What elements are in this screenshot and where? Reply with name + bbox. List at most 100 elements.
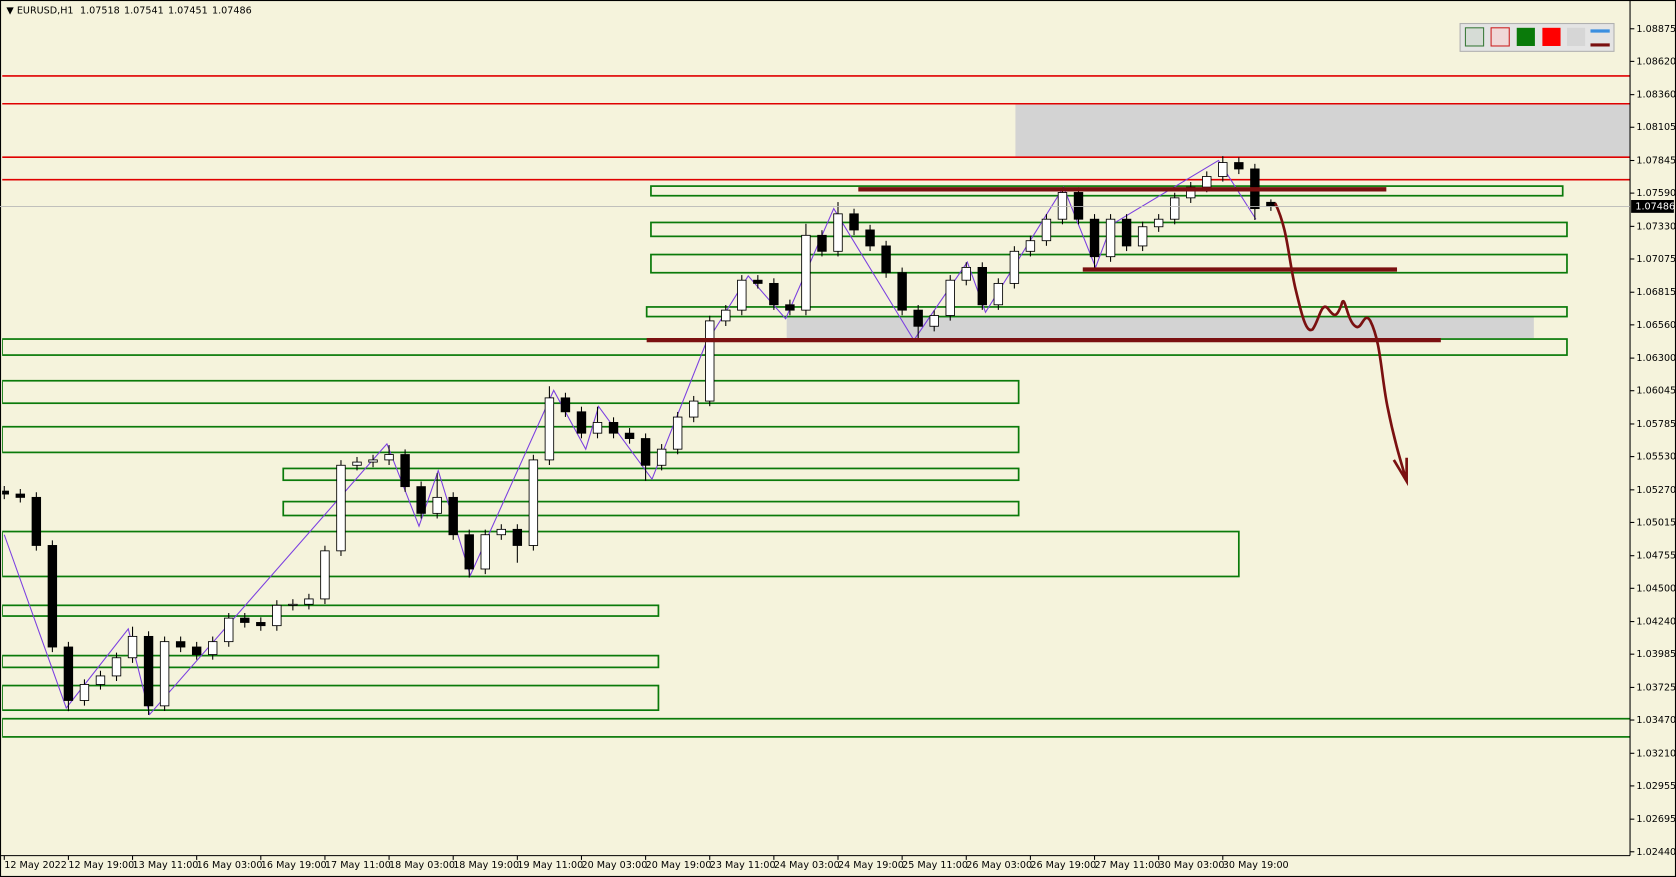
tool-button[interactable] xyxy=(1464,27,1485,47)
candle-body xyxy=(1009,250,1020,284)
candle-body xyxy=(753,279,763,284)
candle-body xyxy=(993,282,1004,306)
candle-body xyxy=(817,234,827,252)
candle-body xyxy=(336,464,346,552)
candle-body xyxy=(224,617,234,643)
candle-body xyxy=(737,279,747,311)
candle-body xyxy=(1186,186,1196,199)
x-tick-label: 13 May 11:00 xyxy=(133,860,199,871)
candle-body xyxy=(288,603,298,606)
candle-body xyxy=(1073,192,1084,220)
x-tick-label: 12 May 19:00 xyxy=(68,860,134,871)
y-tick-label: 1.03725 xyxy=(1636,682,1676,693)
candle-body xyxy=(721,309,731,322)
candle-body xyxy=(432,496,442,514)
candle-body xyxy=(256,622,266,627)
y-tick-label: 1.05530 xyxy=(1636,452,1676,463)
x-tick-label: 30 May 19:00 xyxy=(1223,860,1289,871)
candle-body xyxy=(592,422,603,434)
header-low: 1.07451 xyxy=(168,6,208,17)
candle-body xyxy=(512,528,523,546)
candle-body xyxy=(47,545,58,648)
candle-body xyxy=(640,438,651,466)
zone xyxy=(2,654,660,669)
candle-body xyxy=(143,635,154,707)
x-tick-label: 24 May 19:00 xyxy=(838,860,904,871)
x-tick-label: 16 May 03:00 xyxy=(197,860,263,871)
zone xyxy=(2,425,1020,454)
candle-body xyxy=(624,432,635,439)
y-tick-label: 1.08105 xyxy=(1636,122,1676,133)
candle-body xyxy=(352,461,362,466)
y-tick-label: 1.02695 xyxy=(1636,814,1676,825)
y-tick-label: 1.03470 xyxy=(1636,715,1676,726)
candle-body xyxy=(15,493,26,498)
y-tick-label: 1.05015 xyxy=(1636,517,1676,528)
candle-body xyxy=(240,617,250,623)
tool-button[interactable] xyxy=(1542,27,1561,46)
y-tick-label: 1.08620 xyxy=(1636,56,1676,67)
y-tick-label: 1.04500 xyxy=(1636,583,1676,594)
candle-body xyxy=(544,397,555,461)
candle-body xyxy=(368,459,378,463)
x-tick-label: 12 May 2022 xyxy=(4,860,67,871)
symbol-arrow: ▼ xyxy=(6,6,16,17)
tool-button[interactable] xyxy=(1566,27,1586,46)
last-price-box xyxy=(1631,200,1674,213)
zone xyxy=(2,379,1020,405)
x-tick-label: 24 May 03:00 xyxy=(774,860,840,871)
x-tick-label: 16 May 19:00 xyxy=(261,860,327,871)
candle-body xyxy=(1057,192,1068,220)
candle-body xyxy=(448,496,458,536)
tool-button[interactable] xyxy=(1516,27,1535,46)
zone xyxy=(2,684,660,712)
header-open: 1.07518 xyxy=(80,6,120,17)
candle-body xyxy=(977,266,988,306)
candle-body xyxy=(304,598,314,605)
x-tick-label: 30 May 03:00 xyxy=(1159,860,1225,871)
zigzag xyxy=(3,159,1257,716)
candle-body xyxy=(79,684,90,701)
candle-body xyxy=(945,279,955,316)
y-tick-label: 1.07075 xyxy=(1636,254,1676,265)
candle-body xyxy=(528,459,539,546)
zone xyxy=(282,500,1020,517)
candle-body xyxy=(1169,197,1180,220)
candle-body xyxy=(191,646,202,655)
candle-body xyxy=(496,528,507,536)
x-tick-label: 27 May 11:00 xyxy=(1095,860,1161,871)
last-price-label: 1.07486 xyxy=(1635,201,1675,212)
y-tick-label: 1.02440 xyxy=(1636,847,1676,858)
candle-body xyxy=(865,229,875,247)
axes: 1.08875 1.08620 1.08360 1.08105 1.07845 1.075… xyxy=(0,24,1676,871)
y-tick-label: 1.08360 xyxy=(1636,90,1676,101)
symbol-title: EURUSD,H1 xyxy=(17,6,74,17)
y-tick-label: 1.06560 xyxy=(1636,320,1676,331)
candle-body xyxy=(2,490,9,495)
zone xyxy=(2,604,660,617)
x-tick-label: 18 May 19:00 xyxy=(453,860,519,871)
candle-body xyxy=(1137,226,1148,247)
candle-body xyxy=(881,245,891,274)
x-tick-label: 26 May 03:00 xyxy=(966,860,1032,871)
zone xyxy=(650,185,1564,197)
y-tick-label: 1.06045 xyxy=(1636,386,1676,397)
candle-body xyxy=(1041,218,1052,242)
candle-body xyxy=(961,266,971,281)
candle-body xyxy=(464,534,474,570)
tool-button[interactable] xyxy=(1490,27,1510,47)
gray-zone xyxy=(1015,103,1631,158)
x-tick-label: 20 May 03:00 xyxy=(581,860,647,871)
y-tick-label: 1.06300 xyxy=(1636,353,1676,364)
candle-body xyxy=(769,282,779,306)
candle-body xyxy=(688,400,699,418)
candle-body xyxy=(849,213,859,231)
x-tick-label: 17 May 11:00 xyxy=(325,860,391,871)
candle-body xyxy=(208,641,218,655)
candle-body xyxy=(480,534,490,570)
candle-body xyxy=(127,635,138,659)
candle-body xyxy=(1234,162,1244,170)
candle-body xyxy=(1089,218,1100,258)
header-close: 1.07486 xyxy=(212,6,252,17)
candle-body xyxy=(1105,218,1116,258)
